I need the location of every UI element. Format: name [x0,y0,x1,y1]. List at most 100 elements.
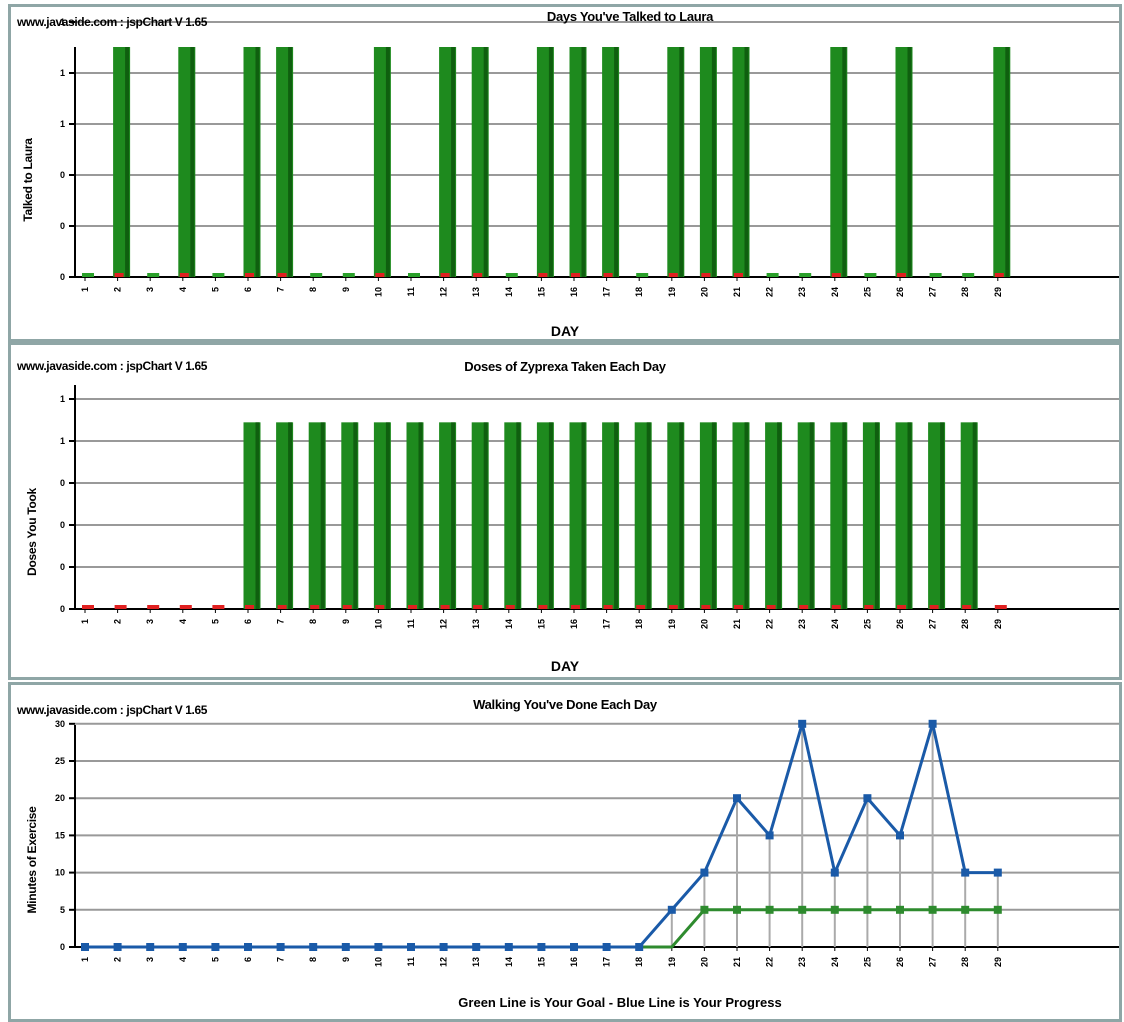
chart-credit: www.javaside.com : jspChart V 1.65 [17,359,208,373]
chart-title: Doses of Zyprexa Taken Each Day [464,359,666,374]
zero-bar [82,605,94,609]
x-tick-label: 25 [862,957,872,967]
y-axis-label: Minutes of Exercise [25,806,39,914]
x-tick-label: 13 [471,619,481,629]
x-tick-label: 1 [80,957,90,962]
x-tick-label: 16 [569,287,579,297]
progress-point [439,943,448,951]
bar-marker [375,605,385,609]
x-tick-label: 9 [341,287,351,292]
bar-marker [245,605,254,609]
y-tick-label: 5 [60,905,65,915]
x-tick-label: 26 [895,287,905,297]
zero-bar [408,273,420,277]
bar-marker [571,273,580,277]
x-tick-label: 6 [243,957,253,962]
y-tick-label: 0 [60,942,65,952]
goal-point [733,905,741,914]
goal-point [798,905,807,914]
bar-marker [701,605,711,609]
x-tick-label: 5 [210,619,220,624]
zero-bar [147,273,160,277]
progress-point [667,905,676,914]
bar-marker [831,273,841,277]
bar-shade [744,47,749,277]
zero-bar [310,273,323,277]
x-tick-label: 27 [928,619,938,629]
progress-point [570,943,578,951]
bar-shade [353,422,358,609]
chart-credit: www.javaside.com : jspChart V 1.65 [17,703,208,717]
progress-point [146,943,155,951]
bar-marker [310,605,320,609]
y-tick-label: 1 [60,17,65,27]
walking-chart: 0 5 10 15 20 25 30 1 2 3 4 5 6 7 8 9 10 11 12 13 14 15 16 17 18 1… [8,682,1122,1022]
x-tick-label: 22 [765,619,775,629]
progress-point [504,943,513,951]
x-tick-label: 19 [667,619,677,629]
bar-shade [125,47,130,277]
x-tick-label: 27 [928,957,938,967]
x-tick-label: 3 [145,957,155,962]
bar-shade [385,422,390,609]
x-tick-label: 21 [732,287,742,297]
x-tick-label: 12 [439,287,449,297]
bar-marker [734,273,743,277]
x-tick-label: 14 [504,957,514,967]
x-tick-label: 13 [471,957,481,967]
progress-point [537,943,546,951]
bar-shade [255,422,260,609]
bar-marker [668,605,678,609]
x-axis-label: DAY [550,323,580,339]
x-tick-label: 11 [406,619,416,629]
bar-marker [342,605,352,609]
zero-bar [929,273,942,277]
bar-marker [864,605,874,609]
bar-shade [1005,47,1010,277]
x-tick-label: 2 [113,619,123,624]
bar-shade [320,422,325,609]
x-tick-label: 16 [569,619,579,629]
progress-point [211,943,220,951]
bar-marker [603,605,613,609]
bar-marker [831,605,841,609]
bar-shade [972,422,977,609]
x-tick-label: 9 [341,619,351,624]
bar-marker [505,605,515,609]
bar-shade [255,47,260,277]
bar-shade [679,422,684,609]
talked-to-laura-chart: 0 0 0 1 1 1 1 2 3 4 5 6 7 8 9 10 11 12 13 14 15 16 17 18 19 20 21 2… [8,4,1122,342]
x-tick-label: 17 [602,957,612,967]
x-tick-label: 8 [308,957,318,962]
bar-shade [451,422,456,609]
x-tick-label: 24 [830,619,840,629]
bar-marker [636,605,646,609]
bar-shade [516,422,521,609]
x-tick-label: 25 [862,619,872,629]
zero-bar [212,273,225,277]
x-tick-label: 10 [373,619,383,629]
bar-marker [799,605,809,609]
y-tick-label: 0 [60,520,65,530]
zero-bar [114,605,127,609]
x-tick-label: 12 [439,957,449,967]
x-tick-label: 3 [145,287,155,292]
y-tick-label: 0 [60,221,65,231]
x-tick-label: 20 [699,287,709,297]
bar-shade [874,422,879,609]
goal-point [961,905,970,914]
bar-shade [385,47,390,277]
bar-marker [408,605,417,609]
zero-bar [212,605,225,609]
zero-bar [864,273,877,277]
y-tick-label: 0 [60,604,65,614]
x-tick-label: 22 [765,957,775,967]
bar-marker [929,605,939,609]
bar-shade [483,47,488,277]
bar-shade [581,47,586,277]
x-tick-label: 17 [602,287,612,297]
progress-point [896,831,904,840]
x-tick-label: 18 [634,619,644,629]
progress-point [733,794,741,803]
